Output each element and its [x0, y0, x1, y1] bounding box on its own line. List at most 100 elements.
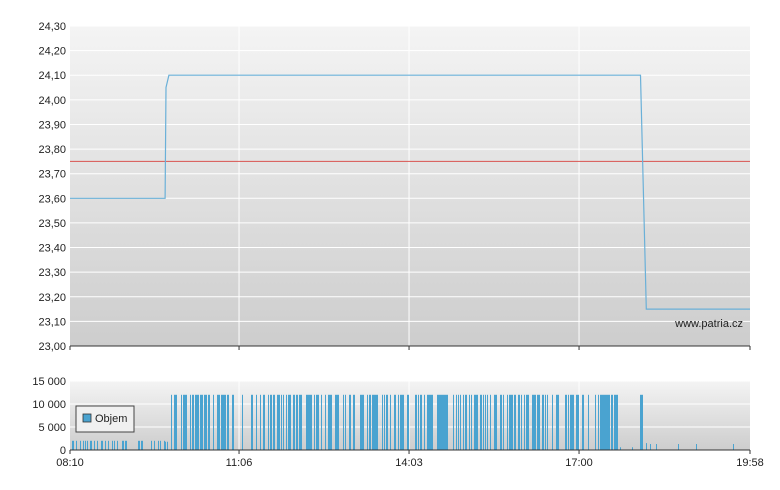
price-y-tick-label: 23,10 — [38, 316, 66, 328]
volume-bar — [325, 394, 326, 450]
volume-bar — [543, 394, 544, 450]
volume-bar — [251, 394, 252, 450]
volume-bar — [175, 394, 176, 450]
x-tick-label: 11:06 — [226, 457, 253, 469]
volume-bar — [181, 394, 182, 450]
volume-bar — [277, 394, 278, 450]
volume-bar — [335, 394, 336, 450]
volume-bar — [362, 394, 363, 450]
volume-bar — [600, 394, 601, 450]
volume-bar — [233, 394, 234, 450]
volume-bar — [650, 444, 651, 450]
price-y-tick-label: 23,00 — [38, 341, 66, 353]
volume-bar — [456, 394, 457, 450]
x-tick-label: 14:03 — [395, 457, 423, 469]
price-y-axis: 23,00 23,10 23,20 23,30 23,40 23,50 23,60 23,70… — [38, 21, 66, 353]
volume-bar — [509, 394, 510, 450]
volume-bar — [535, 394, 536, 450]
volume-bar — [294, 394, 295, 450]
volume-bar — [349, 394, 350, 450]
volume-bar — [373, 394, 374, 450]
volume-bar — [372, 394, 373, 450]
volume-bar — [222, 394, 223, 450]
volume-bar — [534, 394, 535, 450]
volume-panel: 0 5 000 10 000 15 000 08:10 11:06 14:03 17:00 1… — [32, 376, 763, 469]
volume-bar — [407, 394, 408, 450]
volume-bar — [338, 394, 339, 450]
x-tick-label: 19:58 — [736, 457, 764, 469]
volume-bar — [384, 394, 385, 450]
volume-bar — [438, 394, 439, 450]
volume-bar — [656, 444, 657, 450]
volume-bar — [297, 394, 298, 450]
volume-bar — [293, 394, 294, 450]
volume-bar — [363, 394, 364, 450]
volume-bar — [542, 394, 543, 450]
volume-bar — [526, 394, 527, 450]
volume-bar — [474, 394, 475, 450]
volume-bar — [206, 394, 207, 450]
volume-bar — [83, 440, 84, 450]
volume-bar — [375, 394, 376, 450]
volume-bar — [94, 440, 95, 450]
volume-y-tick-label: 0 — [60, 445, 66, 457]
volume-bar — [343, 394, 344, 450]
legend-label: Objem — [95, 413, 127, 425]
volume-bar — [316, 394, 317, 450]
volume-bar — [273, 394, 274, 450]
volume-bar — [547, 394, 548, 450]
volume-bar — [101, 440, 102, 450]
price-y-tick-label: 23,70 — [38, 169, 66, 181]
volume-bar — [640, 394, 641, 450]
volume-bar — [458, 394, 459, 450]
volume-bar — [447, 394, 448, 450]
volume-bar — [122, 440, 123, 450]
volume-bar — [558, 394, 559, 450]
price-y-tick-label: 23,30 — [38, 267, 66, 279]
x-axis: 08:10 11:06 14:03 17:00 19:58 — [56, 450, 764, 469]
volume-bar — [386, 394, 387, 450]
volume-bar — [310, 394, 311, 450]
volume-bar — [228, 394, 229, 450]
volume-y-axis: 0 5 000 10 000 15 000 — [32, 376, 66, 457]
volume-bar — [361, 394, 362, 450]
volume-bar — [641, 394, 642, 450]
volume-bar — [242, 394, 243, 450]
volume-bar — [278, 394, 279, 450]
volume-bar — [299, 394, 300, 450]
price-y-tick-label: 24,00 — [38, 95, 66, 107]
volume-bar — [415, 394, 416, 450]
volume-bar — [76, 440, 77, 450]
volume-bar — [632, 447, 633, 450]
volume-bar — [160, 440, 161, 450]
volume-bar — [421, 394, 422, 450]
volume-bar — [445, 394, 446, 450]
volume-bar — [646, 443, 647, 450]
volume-bar — [270, 394, 271, 450]
volume-bar — [515, 394, 516, 450]
volume-bar — [142, 440, 143, 450]
volume-bar — [408, 394, 409, 450]
volume-bar — [353, 394, 354, 450]
volume-bar — [394, 394, 395, 450]
volume-y-tick-label: 15 000 — [32, 376, 66, 388]
volume-bar — [217, 394, 218, 450]
volume-bar — [416, 394, 417, 450]
volume-bar — [138, 440, 139, 450]
volume-bar — [475, 394, 476, 450]
volume-bar — [274, 394, 275, 450]
volume-bar — [300, 394, 301, 450]
volume-bar — [577, 394, 578, 450]
volume-bar — [183, 394, 184, 450]
price-y-tick-label: 24,20 — [38, 46, 66, 58]
volume-bar — [263, 394, 264, 450]
volume-bar — [198, 394, 199, 450]
volume-bar — [311, 394, 312, 450]
volume-bar — [354, 394, 355, 450]
volume-legend: Objem — [75, 405, 135, 433]
volume-bar — [463, 394, 464, 450]
volume-bar — [518, 394, 519, 450]
volume-bar — [503, 394, 504, 450]
volume-bar — [469, 394, 470, 450]
volume-bar — [420, 394, 421, 450]
